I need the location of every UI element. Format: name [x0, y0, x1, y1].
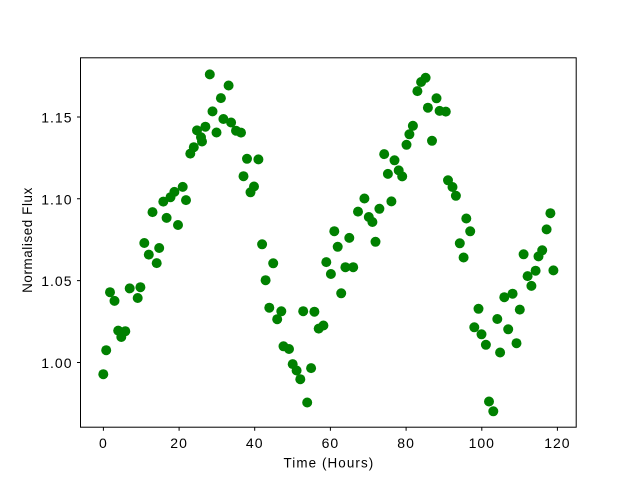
svg-text:40: 40 — [246, 435, 264, 451]
svg-text:1.05: 1.05 — [41, 273, 72, 289]
svg-text:1.00: 1.00 — [41, 355, 72, 371]
svg-text:Time (Hours): Time (Hours) — [283, 455, 374, 470]
svg-text:80: 80 — [397, 435, 415, 451]
svg-text:120: 120 — [544, 435, 570, 451]
svg-text:1.15: 1.15 — [41, 110, 72, 126]
svg-text:Normalised Flux: Normalised Flux — [20, 187, 35, 293]
svg-text:100: 100 — [469, 435, 495, 451]
svg-text:0: 0 — [99, 435, 108, 451]
svg-text:60: 60 — [322, 435, 340, 451]
svg-text:20: 20 — [170, 435, 188, 451]
svg-text:1.10: 1.10 — [41, 191, 72, 207]
